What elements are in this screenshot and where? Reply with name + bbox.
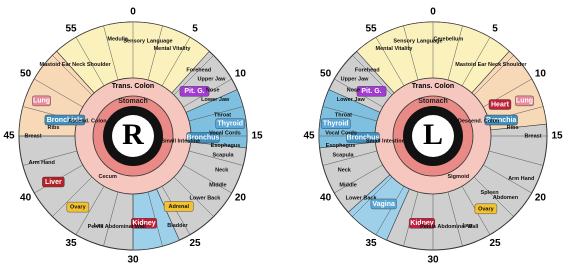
zone-label: Descend. Colon [458, 119, 500, 125]
ring-label: Trans. Colon [112, 83, 154, 90]
clock-number: 5 [192, 23, 198, 34]
zone-label: Lower Jaw [337, 97, 366, 103]
clock-number: 0 [130, 7, 136, 18]
zone-label: Arm Hand [29, 160, 55, 166]
zone-label: Upper Jaw [198, 76, 227, 82]
clock-number: 10 [235, 69, 247, 80]
zone-label: Abdomen [493, 195, 519, 201]
zone-label: Bladder [167, 223, 188, 229]
zone-label: Lung [33, 98, 50, 105]
ring-label: Stomach [418, 98, 448, 105]
clock-number: 25 [189, 238, 201, 249]
zone-label: Sensory Language [123, 39, 172, 45]
zone-label: Leg [94, 223, 104, 229]
clock-number: 35 [365, 238, 377, 249]
iris-letter: L [423, 118, 443, 151]
zone-label: Mental Vitality [154, 46, 192, 52]
clock-number: 25 [489, 238, 501, 249]
zone-label: Sigmoid [447, 174, 469, 180]
zone-label: Breast [524, 133, 541, 139]
zone-label: Liver [45, 179, 62, 186]
zone-label: Scapula [332, 153, 354, 159]
zone-label: Leg [463, 223, 473, 229]
clock-number: 55 [365, 23, 377, 34]
iris-letter: R [122, 118, 144, 151]
zone-label: Small Intestine [161, 138, 200, 144]
zone-label: Middle [209, 182, 226, 188]
clock-number: 0 [430, 7, 436, 18]
zone-label: Ovary [70, 205, 87, 211]
iridology-charts: RTrans. ColonStomachMedullaSensory Langu… [0, 0, 568, 267]
zone-label: Nose [206, 87, 219, 93]
page: RTrans. ColonStomachMedullaSensory Langu… [0, 0, 568, 267]
zone-label: Thyroid [217, 121, 243, 128]
zone-label: Forehead [355, 68, 380, 74]
zone-label: Sensory Language [393, 39, 442, 45]
zone-label: Throat [335, 112, 352, 118]
zone-label: Pit. G. [184, 88, 204, 95]
zone-label: Neck [215, 167, 229, 173]
zone-label: Ribs [507, 125, 519, 131]
clock-number: 15 [551, 131, 563, 142]
clock-number: 50 [320, 69, 332, 80]
zone-label: Adrenal [169, 204, 190, 210]
clock-number: 40 [320, 193, 332, 204]
clock-number: 10 [535, 69, 547, 80]
zone-label: Neck [338, 167, 352, 173]
zone-label: Scapula [212, 153, 234, 159]
zone-label: Middle [339, 182, 356, 188]
zone-label: Vagina [372, 201, 395, 208]
clock-number: 45 [303, 131, 315, 142]
zone-label: Lung [516, 98, 533, 105]
zone-label: Ovary [478, 206, 495, 212]
zone-label: Lower Jaw [201, 97, 230, 103]
zone-label: Nose [347, 87, 360, 93]
zone-label: Thyroid [323, 121, 349, 128]
zone-label: Throat [214, 112, 231, 118]
zone-label: Ribs [47, 125, 59, 131]
zone-label: Ascend. Colon [68, 119, 107, 125]
clock-number: 50 [20, 69, 32, 80]
zone-label: Vocal Cords [209, 131, 241, 137]
zone-label: Breast [24, 133, 41, 139]
zone-label: Lower Back [189, 196, 221, 202]
ring-label: Trans. Colon [412, 83, 454, 90]
zone-label: Arm Hand [508, 176, 534, 182]
clock-number: 5 [492, 23, 498, 34]
zone-label: Esophagus [326, 143, 356, 149]
zone-label: Esophagus [211, 143, 241, 149]
zone-label: Mastoid Ear Neck Shoulder [39, 62, 111, 68]
zone-label: Mental Vitality [376, 46, 414, 52]
zone-label: Cecum [99, 174, 117, 180]
zone-label: Pit. G. [361, 88, 381, 95]
zone-label: Upper Jaw [341, 76, 370, 82]
zone-label: Forehead [186, 68, 211, 74]
zone-label: Vocal Cords [325, 131, 357, 137]
zone-label: Heart [491, 101, 510, 108]
ring-label: Stomach [118, 98, 148, 105]
clock-number: 35 [65, 238, 77, 249]
clock-number: 30 [127, 255, 139, 266]
clock-number: 30 [427, 255, 439, 266]
clock-number: 55 [65, 23, 77, 34]
clock-number: 40 [20, 193, 32, 204]
clock-number: 20 [235, 193, 247, 204]
clock-number: 45 [3, 131, 15, 142]
clock-number: 15 [251, 131, 263, 142]
zone-label: Mastoid Ear Neck Shoulder [455, 62, 527, 68]
clock-number: 20 [535, 193, 547, 204]
zone-label: Small Intestine [366, 138, 405, 144]
